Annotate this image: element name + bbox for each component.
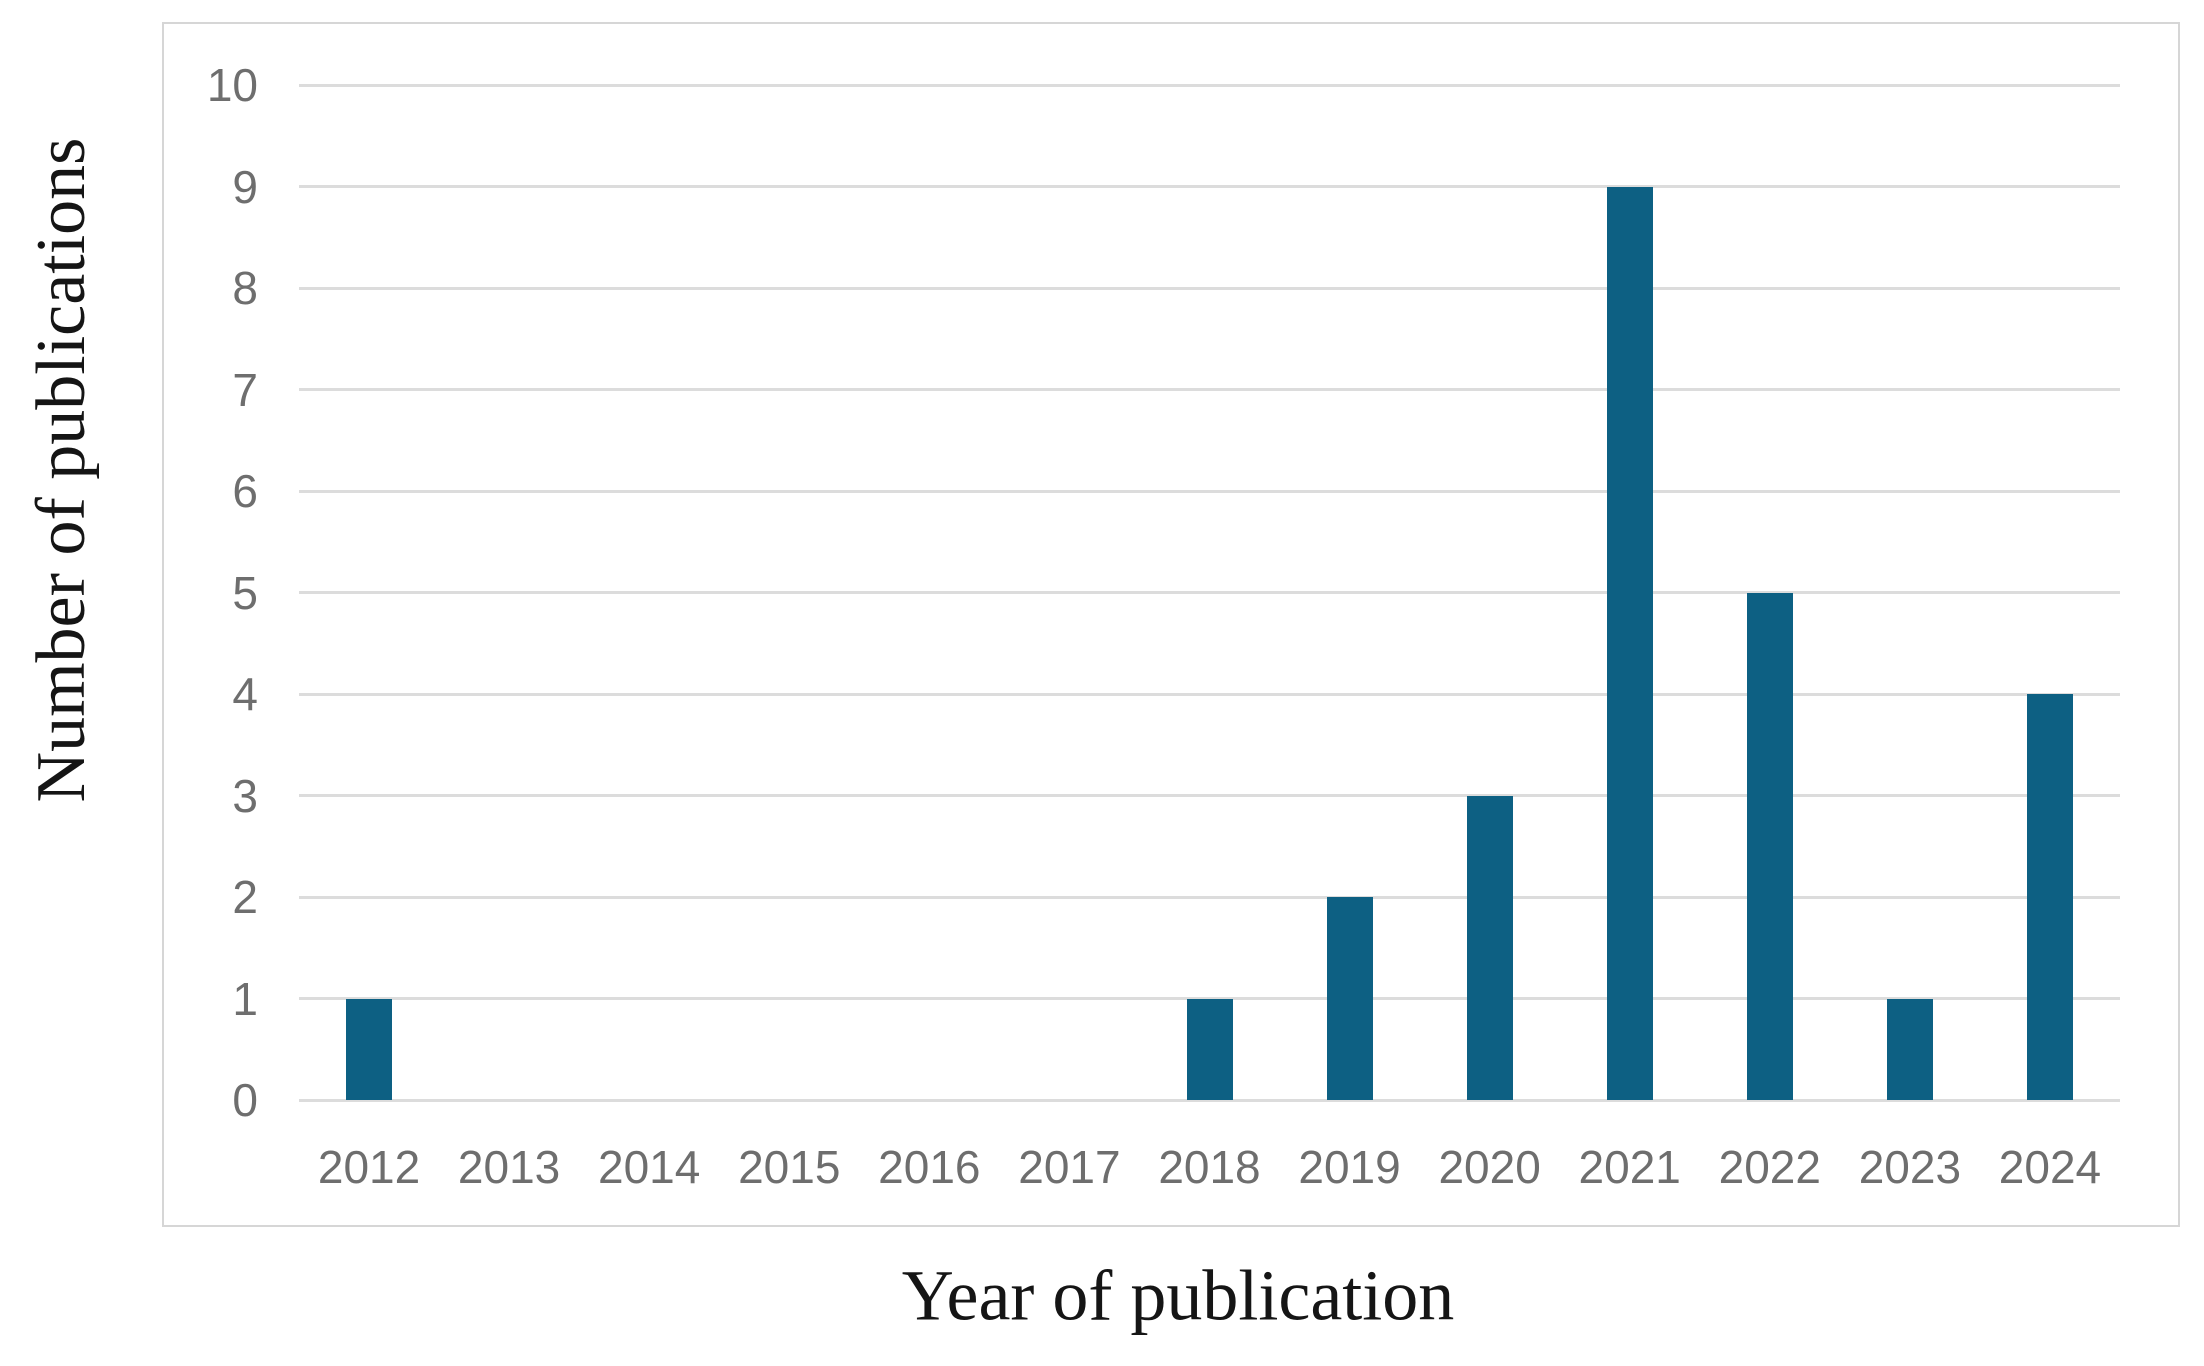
x-tick-label-2018: 2018 xyxy=(1158,1141,1261,1193)
x-tick-label-2016: 2016 xyxy=(878,1141,981,1193)
bar-2023 xyxy=(1886,998,1933,1100)
y-tick-label-10: 10 xyxy=(206,59,258,111)
gridline-y-3 xyxy=(299,794,2120,797)
chart-frame xyxy=(162,22,2180,1227)
bar-2020 xyxy=(1466,795,1513,1100)
gridline-y-8 xyxy=(299,286,2120,290)
y-axis-title: Number of publications xyxy=(23,137,100,803)
y-tick-label-2: 2 xyxy=(232,871,258,923)
gridline-y-5 xyxy=(299,591,2120,594)
x-axis-title: Year of publication xyxy=(901,1255,1455,1336)
x-tick-label-2014: 2014 xyxy=(598,1141,701,1193)
y-tick-label-6: 6 xyxy=(232,465,258,517)
y-tick-label-0: 0 xyxy=(232,1074,258,1126)
y-tick-label-7: 7 xyxy=(232,363,258,416)
bar-2021 xyxy=(1606,186,1653,1100)
x-tick-label-2015: 2015 xyxy=(738,1141,841,1193)
x-tick-label-2013: 2013 xyxy=(457,1141,561,1193)
y-tick-label-5: 5 xyxy=(232,566,258,619)
x-tick-label-2021: 2021 xyxy=(1578,1141,1681,1193)
y-tick-label-3: 3 xyxy=(232,769,258,822)
x-tick-label-2019: 2019 xyxy=(1298,1141,1401,1193)
gridline-y-7 xyxy=(299,388,2120,391)
bar-2019 xyxy=(1326,897,1373,1100)
y-tick-label-9: 9 xyxy=(232,160,258,213)
gridline-y-6 xyxy=(299,489,2120,493)
x-tick-label-2012: 2012 xyxy=(317,1141,421,1193)
gridline-y-2 xyxy=(299,895,2120,899)
bar-2012 xyxy=(346,998,393,1100)
gridline-y-4 xyxy=(299,692,2120,696)
gridline-y-10 xyxy=(299,83,2120,87)
y-tick-label-4: 4 xyxy=(232,668,258,720)
bar-2022 xyxy=(1746,592,1793,1100)
gridline-y-0 xyxy=(299,1098,2120,1102)
x-tick-label-2023: 2023 xyxy=(1858,1141,1962,1193)
y-tick-label-8: 8 xyxy=(232,262,258,314)
x-tick-label-2020: 2020 xyxy=(1438,1141,1541,1193)
bar-2018 xyxy=(1186,998,1233,1100)
bar-2024 xyxy=(2026,694,2073,1100)
gridline-y-9 xyxy=(299,185,2120,188)
x-tick-label-2017: 2017 xyxy=(1018,1141,1121,1193)
y-tick-label-1: 1 xyxy=(232,972,258,1025)
x-tick-label-2022: 2022 xyxy=(1718,1141,1821,1193)
x-tick-label-2024: 2024 xyxy=(1998,1141,2102,1193)
